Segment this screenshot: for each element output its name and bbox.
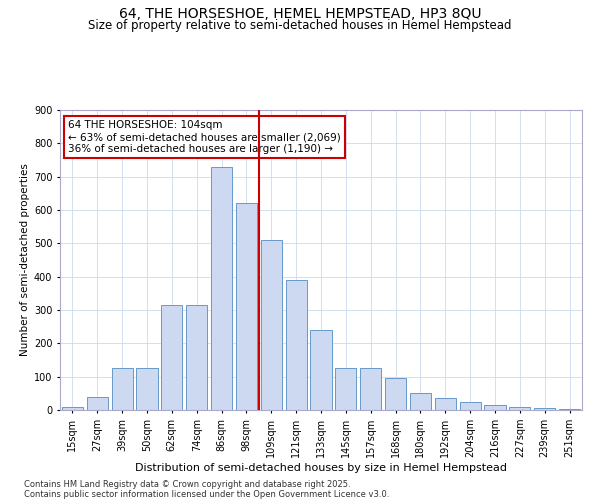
Text: 64 THE HORSESHOE: 104sqm
← 63% of semi-detached houses are smaller (2,069)
36% o: 64 THE HORSESHOE: 104sqm ← 63% of semi-d…: [68, 120, 341, 154]
Bar: [136, 368, 158, 410]
Bar: [211, 166, 232, 410]
Bar: [460, 402, 481, 410]
Bar: [62, 406, 83, 410]
Bar: [261, 240, 282, 410]
Bar: [112, 368, 133, 410]
Bar: [534, 408, 555, 410]
Bar: [286, 280, 307, 410]
Bar: [385, 378, 406, 410]
Bar: [87, 396, 108, 410]
Bar: [310, 330, 332, 410]
Text: Contains HM Land Registry data © Crown copyright and database right 2025.
Contai: Contains HM Land Registry data © Crown c…: [24, 480, 389, 499]
Bar: [161, 305, 182, 410]
Bar: [360, 368, 381, 410]
Bar: [435, 398, 456, 410]
Bar: [484, 405, 506, 410]
Text: 64, THE HORSESHOE, HEMEL HEMPSTEAD, HP3 8QU: 64, THE HORSESHOE, HEMEL HEMPSTEAD, HP3 …: [119, 8, 481, 22]
Bar: [509, 408, 530, 410]
Y-axis label: Number of semi-detached properties: Number of semi-detached properties: [20, 164, 29, 356]
Bar: [335, 368, 356, 410]
Bar: [236, 204, 257, 410]
Text: Size of property relative to semi-detached houses in Hemel Hempstead: Size of property relative to semi-detach…: [88, 18, 512, 32]
Bar: [410, 394, 431, 410]
Bar: [186, 305, 207, 410]
Bar: [559, 409, 580, 410]
X-axis label: Distribution of semi-detached houses by size in Hemel Hempstead: Distribution of semi-detached houses by …: [135, 462, 507, 472]
